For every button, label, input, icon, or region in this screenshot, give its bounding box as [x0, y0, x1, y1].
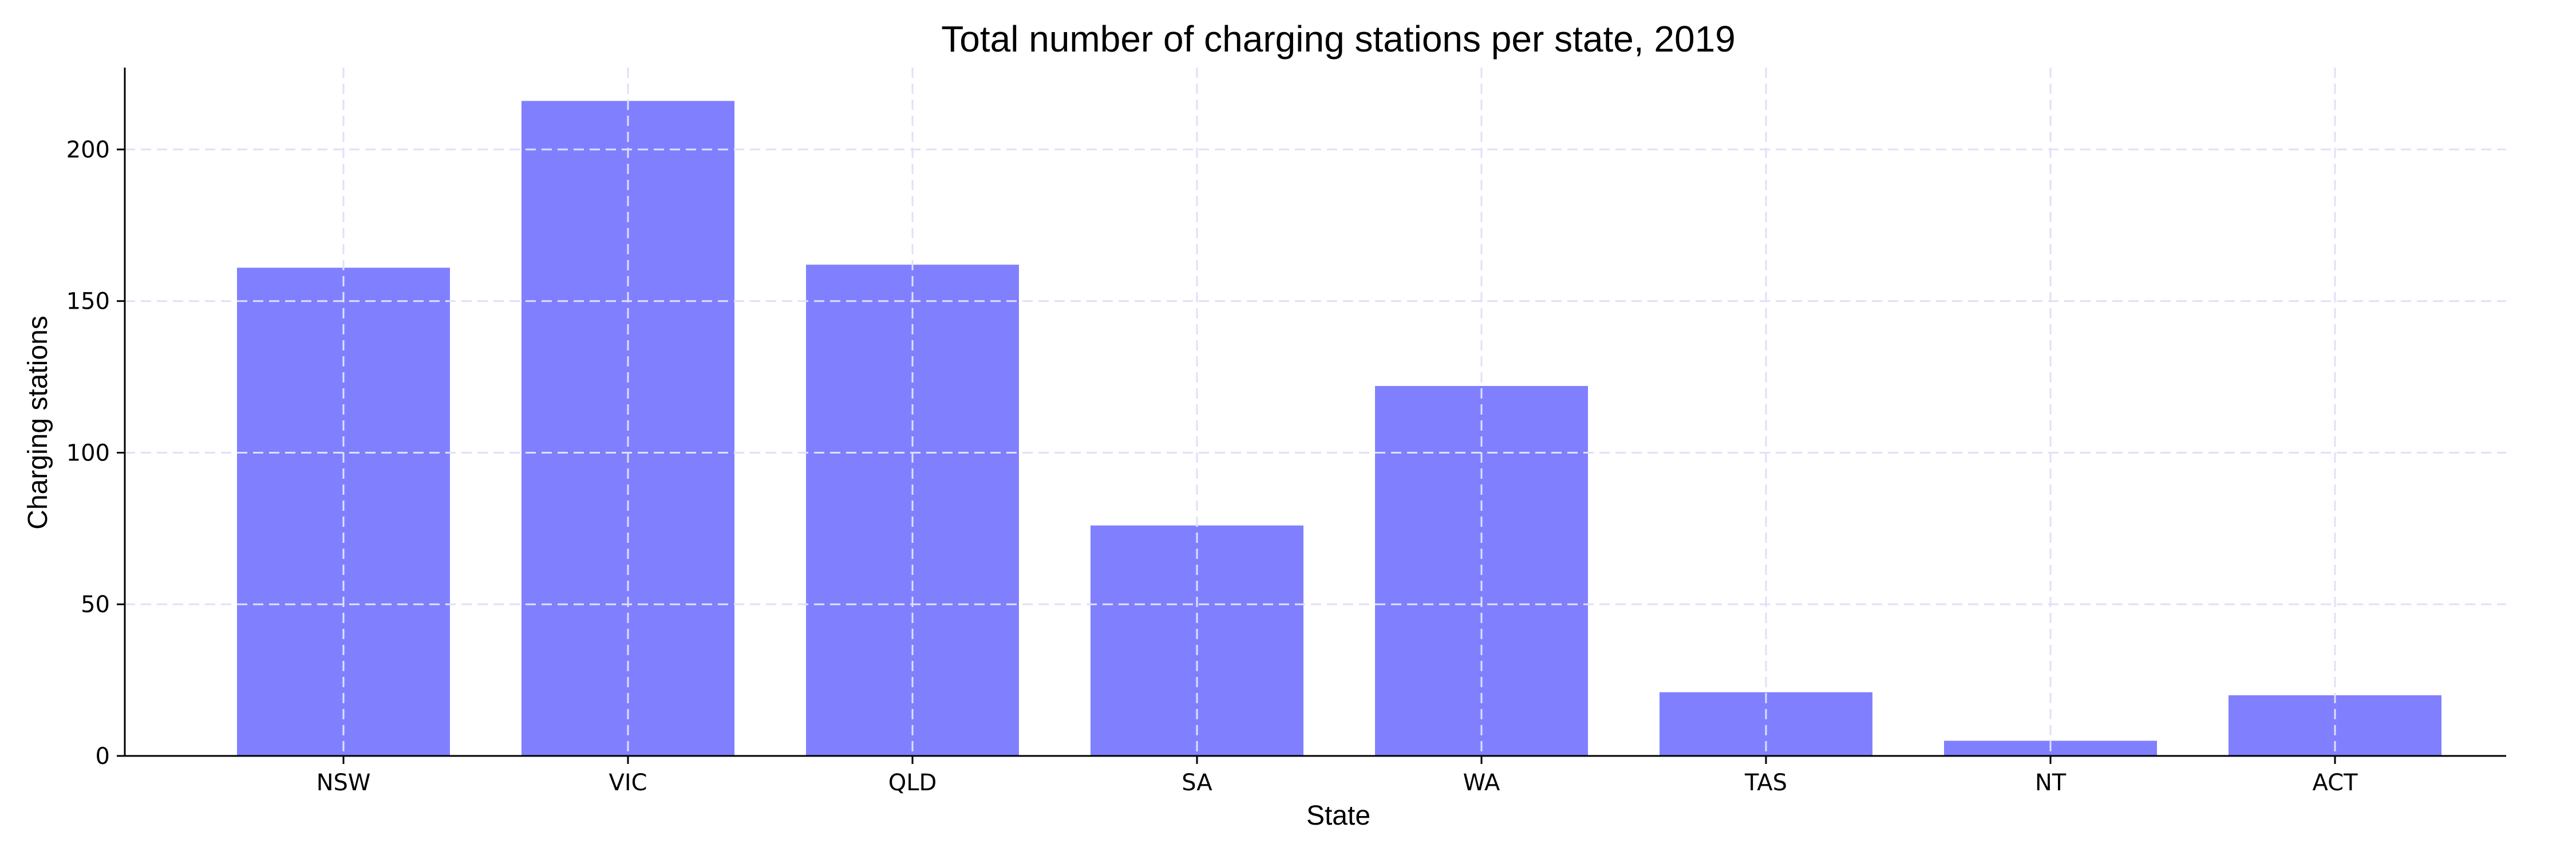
x-axis-label: State: [1306, 801, 1370, 831]
y-tick-label: 50: [81, 592, 110, 618]
x-tick-label: ACT: [2312, 770, 2358, 796]
y-tick-label: 150: [66, 289, 110, 315]
y-tick-label: 200: [66, 137, 110, 163]
x-tick-label: VIC: [609, 770, 647, 796]
grid-layer: [125, 68, 2506, 756]
x-tick-label: NSW: [317, 770, 371, 796]
ticks-layer: 0 50 100 150 200 NSW VIC QLD SA WA TAS NT ACT: [66, 137, 2358, 796]
bar-sa: [1091, 525, 1303, 756]
x-tick-label: NT: [2035, 770, 2067, 796]
y-axis-label: Charging stations: [23, 316, 53, 530]
x-tick-label: SA: [1182, 770, 1212, 796]
y-tick-label: 0: [96, 743, 110, 770]
x-tick-label: TAS: [1744, 770, 1787, 796]
x-tick-label: WA: [1463, 770, 1500, 796]
x-tick-label: QLD: [888, 770, 937, 796]
y-tick-label: 100: [66, 440, 110, 466]
axes-layer: [124, 68, 2506, 757]
bars-layer: [237, 101, 2441, 756]
chart-title: Total number of charging stations per st…: [941, 18, 1736, 60]
